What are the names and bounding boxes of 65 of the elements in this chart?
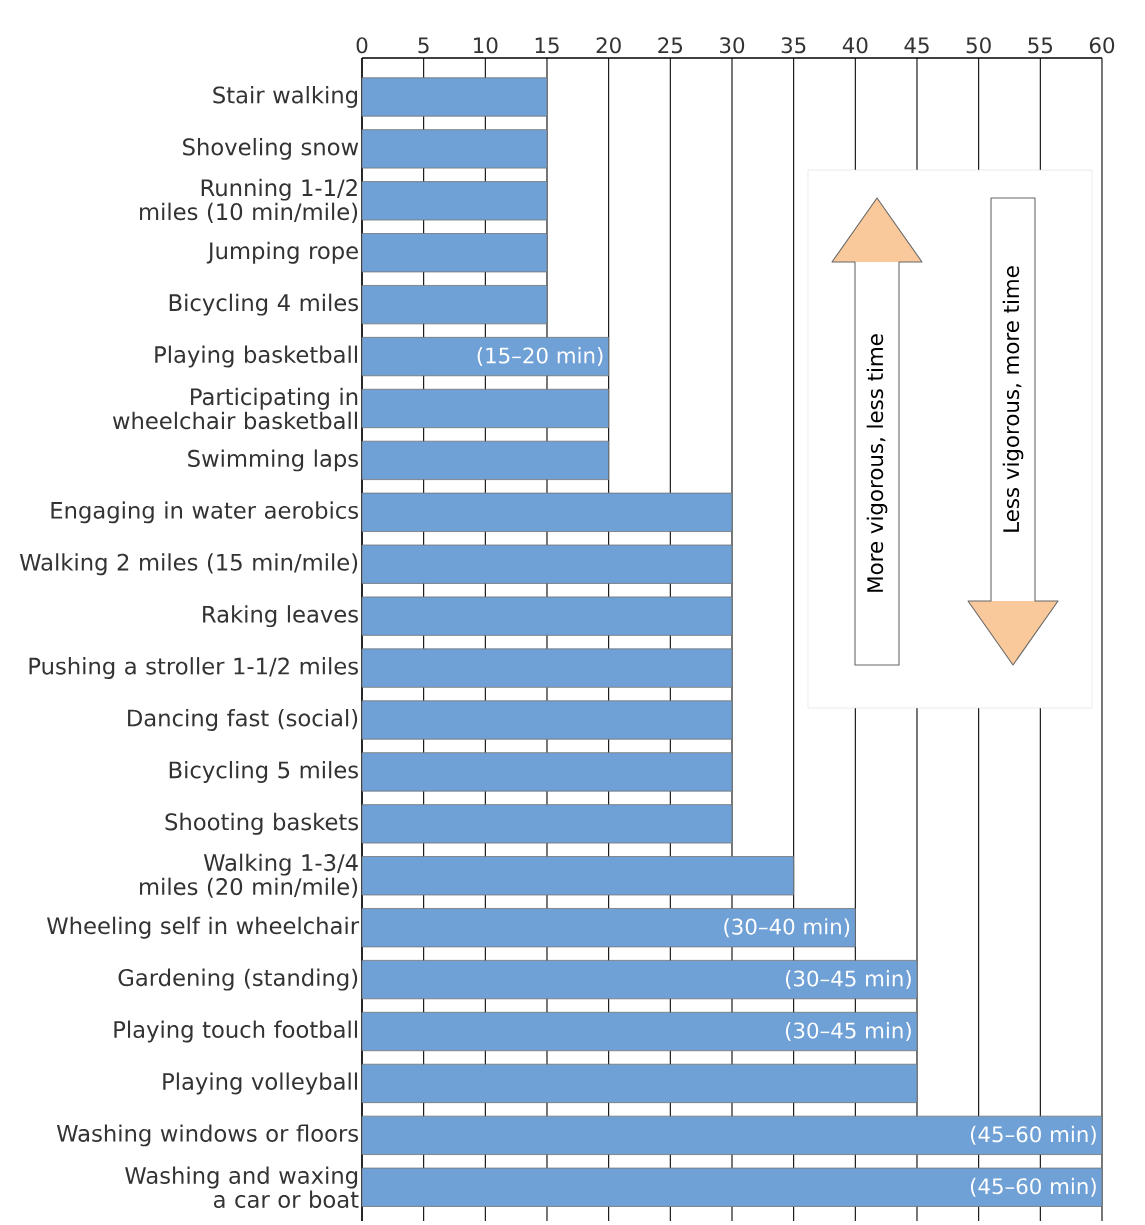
data-label: (15–20 min) [477, 347, 603, 367]
bar [361, 544, 733, 584]
y-tick-label: Participating in wheelchair basketball [112, 387, 358, 430]
y-tick-label: Wheeling self in wheelchair [47, 916, 360, 939]
x-tick-label: 0 [356, 37, 368, 54]
y-tick-label: Bicycling 4 miles [169, 293, 358, 316]
y-tick-label: Walking 2 miles (15 min/mile) [19, 553, 358, 576]
y-tick-label: Shooting baskets [165, 812, 358, 835]
bar [361, 388, 610, 429]
bar [361, 285, 548, 325]
x-tick-label: 15 [535, 37, 559, 54]
data-label: (45–60 min) [970, 1125, 1096, 1145]
y-tick-label: Running 1-1/2 miles (10 min/mile) [140, 178, 358, 223]
y-tick-label: Stair walking [213, 85, 358, 108]
bar [361, 700, 733, 740]
y-tick-label: Swimming laps [188, 449, 358, 472]
bar [361, 959, 918, 1000]
y-tick-label: Raking leaves [203, 605, 358, 628]
data-label: (30–45 min) [785, 1022, 911, 1042]
x-tick-label: 55 [1028, 37, 1053, 54]
y-tick-label: Jumping rope [206, 241, 358, 264]
x-tick-label: 40 [842, 37, 868, 54]
bar [361, 492, 733, 532]
bar [361, 804, 733, 844]
y-tick-label: Playing volleyball [163, 1072, 357, 1095]
x-tick-label: 50 [966, 37, 991, 54]
annotation: More vigorous, less time [866, 334, 888, 592]
bar [361, 1011, 918, 1052]
y-tick-label: Washing and waxing a car or boat [125, 1166, 359, 1209]
y-tick-label: Washing windows or floors [56, 1124, 358, 1147]
y-tick-label: Playing basketball [155, 345, 357, 368]
x-tick-label: 5 [418, 37, 429, 54]
bar [361, 233, 548, 273]
bar [361, 1167, 1103, 1207]
x-tick-label: 45 [904, 37, 929, 54]
bar [361, 648, 733, 688]
y-tick-label: Pushing a stroller 1-1/2 miles [29, 657, 358, 680]
bar [361, 752, 733, 792]
bar [361, 440, 610, 481]
x-tick-label: 30 [720, 37, 745, 54]
y-tick-label: Bicycling 5 miles [169, 760, 358, 783]
data-label: (30–45 min) [785, 970, 911, 990]
y-tick-label: Playing touch football [114, 1020, 357, 1043]
y-tick-label: Gardening (standing) [118, 968, 358, 991]
data-label: (30–40 min) [724, 918, 850, 938]
bar [361, 856, 795, 896]
y-tick-label: Dancing fast (social) [128, 709, 358, 731]
bar [361, 1063, 918, 1104]
y-tick-label: Shoveling snow [183, 137, 359, 160]
y-tick-label: Walking 1-3/4 miles (20 min/mile) [140, 853, 358, 898]
y-tick-label: Engaging in water aerobics [51, 501, 359, 524]
bar [361, 336, 610, 377]
x-tick-label: 10 [474, 37, 498, 54]
bar [361, 908, 856, 948]
x-tick-label: 25 [658, 37, 683, 54]
bar [361, 181, 548, 221]
bar [361, 77, 548, 117]
annotation: Less vigorous, more time [1002, 266, 1024, 532]
x-tick-label: 60 [1089, 37, 1115, 54]
x-tick-label: 35 [781, 37, 806, 54]
bar [361, 1115, 1103, 1155]
bar [361, 129, 548, 169]
x-tick-label: 20 [596, 37, 621, 54]
data-label: (45–60 min) [970, 1177, 1096, 1197]
bar [361, 596, 733, 636]
